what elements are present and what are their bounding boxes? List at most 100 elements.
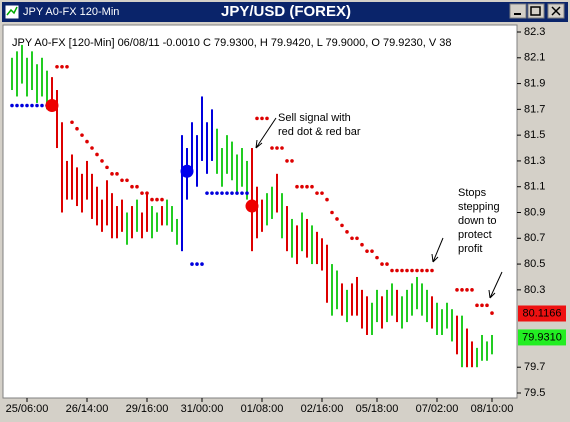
annotation: profit: [458, 243, 482, 255]
stop-dot: [470, 288, 474, 292]
stop-dot: [460, 288, 464, 292]
x-tick-label: 01/08:00: [241, 403, 284, 415]
stop-dot: [30, 103, 34, 108]
stop-dot: [80, 133, 84, 137]
stop-dot: [375, 255, 379, 260]
stop-dot: [260, 116, 264, 121]
stop-dot: [85, 139, 89, 144]
stop-dot: [190, 262, 194, 266]
x-tick-label: 05/18:00: [356, 403, 399, 415]
stop-dot: [225, 191, 229, 195]
price-marker-label: 79.9310: [522, 331, 562, 343]
chart-title: JPY/USD (FOREX): [221, 3, 351, 20]
stop-dot: [455, 288, 459, 292]
stop-dot: [315, 191, 319, 195]
annotation: Stops: [458, 187, 487, 199]
x-tick-label: 02/16:00: [301, 403, 344, 415]
stop-dot: [400, 268, 404, 273]
stop-dot: [15, 103, 19, 108]
y-tick-label: 82.3: [524, 26, 545, 38]
minimize-button[interactable]: [509, 3, 527, 19]
stop-dot: [340, 223, 344, 228]
stop-dot: [145, 191, 149, 195]
stop-dot: [150, 197, 154, 202]
stop-dot: [365, 249, 369, 253]
price-marker-label: 80.1166: [523, 307, 562, 319]
maximize-icon: [530, 6, 541, 16]
arrow: [431, 237, 444, 263]
stop-dot: [330, 210, 334, 215]
stop-dot: [410, 268, 414, 273]
stop-dot: [370, 249, 374, 253]
stop-dot: [65, 65, 69, 69]
stop-dot: [420, 268, 424, 273]
close-icon: [551, 6, 561, 16]
x-tick-label: 25/06:00: [6, 403, 49, 415]
stop-dot: [360, 242, 364, 247]
stop-dot: [490, 311, 494, 315]
x-tick-label: 26/14:00: [66, 403, 109, 415]
stop-dot: [130, 184, 134, 189]
title-bar: [2, 2, 568, 22]
stop-dot: [120, 178, 124, 183]
x-tick-label: 07/02:00: [416, 403, 459, 415]
window-title: JPY A0-FX 120-Min: [23, 6, 119, 18]
x-tick-label: 31/00:00: [181, 403, 224, 415]
stop-dot: [305, 184, 309, 189]
y-tick-label: 79.7: [524, 361, 545, 373]
stop-dot: [480, 303, 484, 308]
y-tick-label: 81.7: [524, 103, 545, 115]
stop-dot: [235, 191, 239, 195]
stop-dot: [35, 103, 39, 108]
stop-dot: [70, 120, 74, 125]
stop-dot: [230, 191, 234, 195]
signal-dot: [180, 164, 194, 178]
stop-dot: [485, 303, 489, 308]
stop-dot: [425, 268, 429, 273]
arrow: [255, 117, 277, 149]
y-tick-label: 80.3: [524, 284, 545, 296]
stop-dot: [205, 191, 209, 195]
stop-dot: [290, 159, 294, 163]
window-buttons[interactable]: [509, 3, 565, 19]
stop-dot: [60, 65, 64, 69]
stop-dot: [115, 172, 119, 176]
annotation: protect: [458, 229, 492, 241]
stop-dot: [395, 268, 399, 273]
stop-dot: [275, 146, 279, 150]
stop-dot: [325, 197, 329, 202]
stop-dot: [55, 65, 59, 69]
signal-dot: [245, 199, 259, 213]
stop-dot: [210, 191, 214, 195]
stop-dot: [385, 262, 389, 266]
annotation: down to: [458, 215, 497, 227]
stop-dot: [220, 191, 224, 195]
stop-dot: [430, 268, 434, 273]
stop-dot: [75, 126, 79, 131]
annotation: red dot & red bar: [278, 126, 361, 138]
stop-dot: [200, 262, 204, 266]
stop-dot: [310, 184, 314, 189]
stop-dot: [300, 184, 304, 189]
app-icon-line: [6, 6, 18, 16]
price-marker: [518, 305, 566, 322]
stop-dot: [25, 103, 29, 108]
info-line: JPY A0-FX [120-Min] 06/08/11 -0.0010 C 7…: [12, 37, 452, 49]
stop-dot: [270, 146, 274, 150]
stop-dot: [245, 191, 249, 195]
stop-dot: [10, 103, 14, 108]
stop-dot: [380, 262, 384, 266]
y-tick-label: 79.5: [524, 387, 545, 399]
stop-dot: [160, 197, 164, 202]
stop-dot: [125, 178, 129, 183]
stop-dot: [465, 288, 469, 292]
stop-dot: [100, 159, 104, 163]
stop-dot: [105, 165, 109, 170]
x-tick-label: 29/16:00: [126, 403, 169, 415]
stop-dot: [335, 217, 339, 221]
y-tick-label: 81.3: [524, 155, 545, 167]
y-tick-label: 80.5: [524, 258, 545, 270]
stop-dot: [390, 268, 394, 273]
stop-dot: [95, 152, 99, 157]
